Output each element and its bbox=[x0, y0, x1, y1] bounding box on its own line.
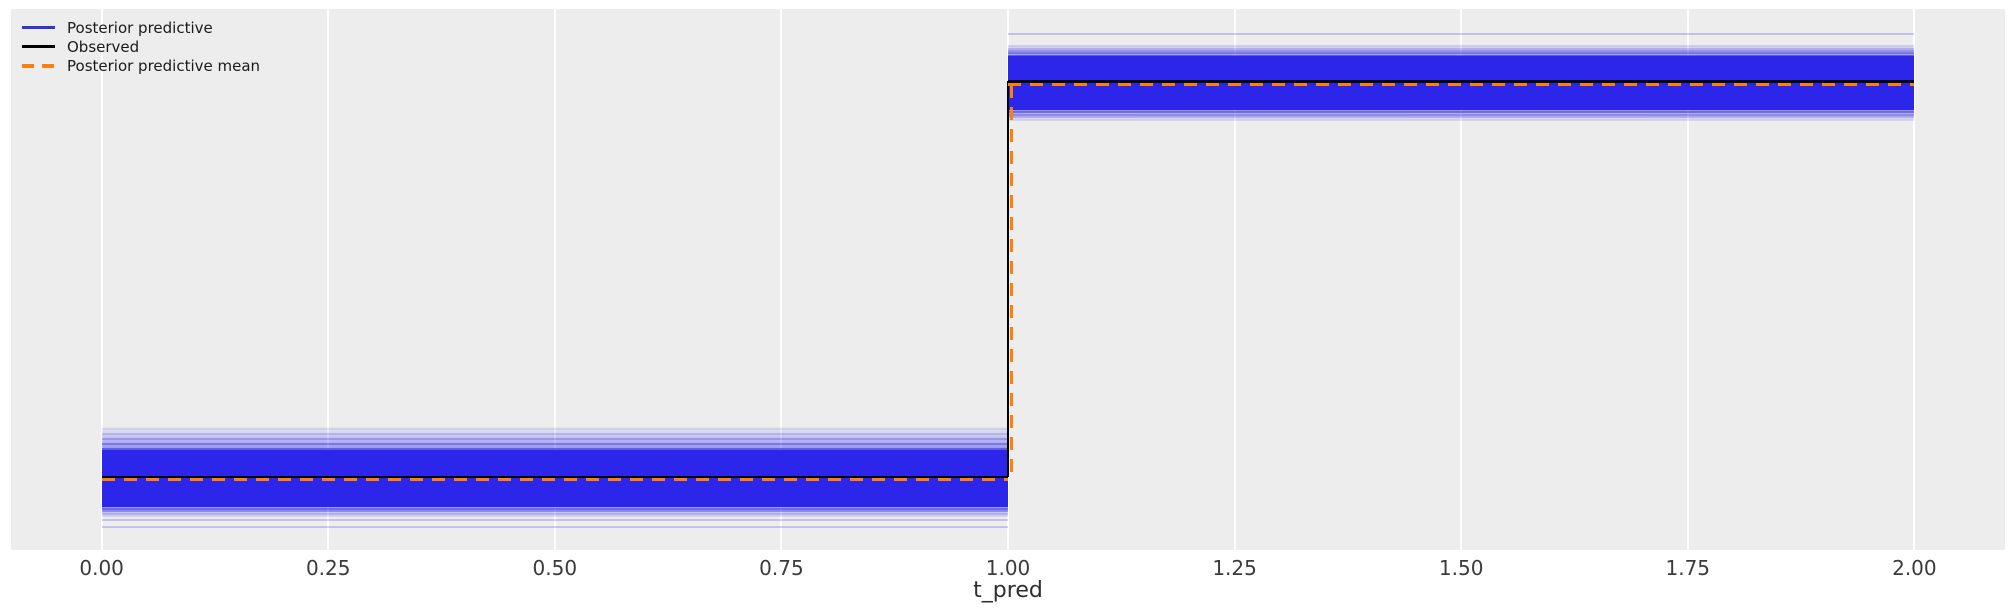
posterior-sample-line bbox=[101, 428, 1008, 431]
mean-step-line-horizontal bbox=[101, 478, 1008, 482]
blue-line-swatch-icon bbox=[22, 26, 55, 29]
posterior-sample-band-fade bbox=[101, 426, 1008, 451]
gridline bbox=[1913, 9, 1916, 550]
posterior-sample-band-fade bbox=[1008, 44, 1915, 56]
posterior-sample-band-fade bbox=[101, 506, 1008, 517]
posterior-sample-band-core bbox=[1008, 56, 1915, 110]
posterior-sample-line bbox=[1008, 111, 1915, 114]
legend: Posterior predictive Observed Posterior … bbox=[22, 18, 260, 75]
x-tick-label: 1.25 bbox=[1212, 556, 1257, 580]
gridline bbox=[780, 9, 783, 550]
posterior-sample-line bbox=[101, 447, 1008, 450]
gridline bbox=[1460, 9, 1463, 550]
posterior-sample-line bbox=[101, 514, 1008, 517]
gridline bbox=[553, 9, 556, 550]
x-tick-label: 0.75 bbox=[759, 556, 804, 580]
gridline bbox=[100, 9, 103, 550]
posterior-sample-line bbox=[101, 433, 1008, 436]
observed-step-line-vertical bbox=[1006, 81, 1010, 477]
legend-label: Posterior predictive bbox=[67, 18, 213, 37]
gridline bbox=[1233, 9, 1236, 550]
gridline bbox=[1686, 9, 1689, 550]
posterior-sample-outlier-line bbox=[101, 519, 1008, 522]
legend-item-observed: Observed bbox=[22, 37, 260, 56]
observed-step-line-horizontal bbox=[1008, 80, 1915, 83]
x-tick-label: 0.25 bbox=[305, 556, 351, 580]
x-tick-label: 2.00 bbox=[1892, 556, 1937, 580]
posterior-sample-line bbox=[1008, 118, 1915, 121]
mean-step-line-horizontal bbox=[1008, 83, 1915, 87]
posterior-sample-line bbox=[101, 508, 1008, 511]
posterior-sample-line bbox=[101, 512, 1008, 515]
legend-label: Observed bbox=[67, 37, 140, 56]
orange-dashed-swatch-icon bbox=[22, 63, 55, 68]
posterior-sample-line bbox=[101, 438, 1008, 440]
posterior-sample-band-fade bbox=[1008, 110, 1915, 121]
posterior-sample-line bbox=[101, 510, 1008, 513]
black-line-swatch-icon bbox=[22, 45, 55, 48]
mean-step-line-vertical bbox=[1009, 84, 1013, 480]
posterior-sample-line bbox=[1008, 47, 1915, 50]
gridline bbox=[327, 9, 330, 550]
x-tick-label: 1.75 bbox=[1665, 556, 1711, 580]
plot-area bbox=[11, 9, 2005, 550]
posterior-sample-line bbox=[1008, 45, 1915, 48]
posterior-sample-line bbox=[1008, 113, 1915, 116]
x-tick-label: 1.00 bbox=[985, 556, 1031, 580]
x-axis-label: t_pred bbox=[973, 578, 1043, 603]
posterior-sample-line bbox=[1008, 50, 1915, 52]
legend-item-posterior-predictive: Posterior predictive bbox=[22, 18, 260, 37]
legend-item-posterior-predictive-mean: Posterior predictive mean bbox=[22, 56, 260, 75]
posterior-sample-outlier-line bbox=[101, 526, 1008, 529]
posterior-sample-line bbox=[101, 442, 1008, 445]
x-tick-label: 0.50 bbox=[532, 556, 578, 580]
posterior-sample-line bbox=[1008, 116, 1915, 119]
observed-step-line-horizontal bbox=[101, 475, 1008, 479]
legend-label: Posterior predictive mean bbox=[67, 56, 261, 75]
x-tick-label: 0.00 bbox=[79, 556, 124, 580]
posterior-sample-outlier-line bbox=[1008, 32, 1915, 35]
x-tick-label: 1.50 bbox=[1438, 556, 1484, 580]
posterior-sample-line bbox=[1008, 52, 1915, 55]
posterior-sample-line bbox=[1008, 54, 1915, 57]
